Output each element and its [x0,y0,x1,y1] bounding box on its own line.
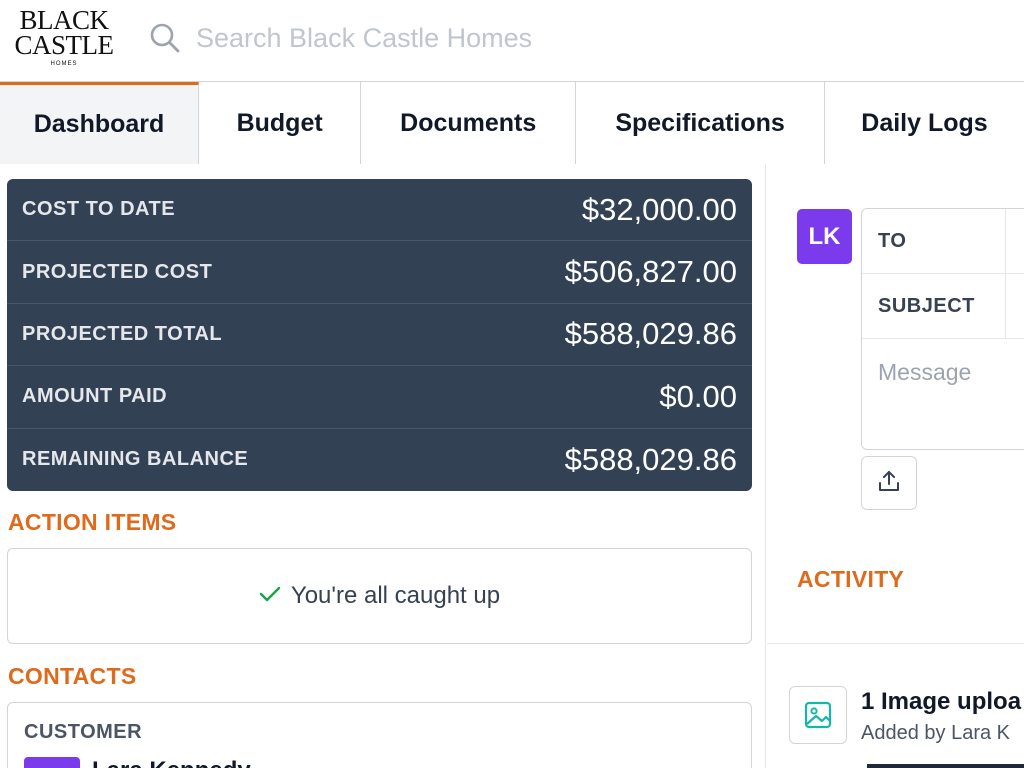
tab-bar: Dashboard Budget Documents Specification… [0,82,1024,164]
tab-dashboard[interactable]: Dashboard [0,82,200,164]
summary-row-cost-to-date: COST TO DATE $32,000.00 [7,179,752,242]
summary-value: $32,000.00 [581,191,737,227]
dashboard-main: COST TO DATE $32,000.00 PROJECTED COST $… [0,164,766,768]
financial-summary: COST TO DATE $32,000.00 PROJECTED COST $… [7,179,752,491]
summary-row-amount-paid: AMOUNT PAID $0.00 [7,366,752,429]
summary-label: PROJECTED TOTAL [22,322,223,345]
field-divider [1005,209,1006,274]
summary-value: $588,029.86 [564,316,737,352]
contact-avatar [24,757,80,768]
activity-item-subtitle: Added by Lara K [861,722,1010,744]
contacts-box: CUSTOMER Lara Kennedy [7,702,752,768]
message-activity-panel: LK TO SUBJECT Message ACTIVITY 1 Image u… [767,164,1024,768]
avatar: LK [797,209,852,264]
action-items-title: ACTION ITEMS [8,509,177,535]
search-icon[interactable] [148,21,182,55]
to-field[interactable]: TO [862,209,1024,274]
message-form: TO SUBJECT Message [861,208,1024,450]
logo-line-2: CASTLE [14,30,114,60]
summary-row-remaining-balance: REMAINING BALANCE $588,029.86 [7,429,752,491]
upload-button[interactable] [861,456,917,510]
summary-label: REMAINING BALANCE [22,448,249,471]
checkmark-icon [259,585,281,608]
activity-title: ACTIVITY [797,566,905,592]
logo-line-1: BLACK [19,5,109,35]
tab-daily-logs[interactable]: Daily Logs [824,82,1024,164]
contact-name[interactable]: Lara Kennedy [92,757,251,768]
activity-item-title[interactable]: 1 Image uploa [861,688,1022,715]
upload-icon [877,469,901,498]
black-castle-logo[interactable]: BLACK CASTLE HOMES [6,5,122,68]
contact-role-label: CUSTOMER [24,721,143,743]
image-icon [789,686,847,744]
message-textarea[interactable]: Message [878,359,972,385]
tab-specifications[interactable]: Specifications [576,82,825,164]
summary-value: $588,029.86 [564,441,737,477]
summary-label: PROJECTED COST [22,260,213,283]
summary-row-projected-cost: PROJECTED COST $506,827.00 [7,241,752,304]
summary-value: $0.00 [659,378,737,414]
subject-label: SUBJECT [878,294,975,317]
summary-label: AMOUNT PAID [22,385,168,408]
contacts-title: CONTACTS [8,663,137,689]
to-label: TO [878,229,907,252]
search-input[interactable] [196,22,736,54]
subject-field[interactable]: SUBJECT [862,274,1024,339]
caught-up-message: You're all caught up [290,582,501,609]
field-divider [1005,274,1006,339]
tab-documents[interactable]: Documents [361,82,577,164]
action-items-box: You're all caught up [7,548,752,644]
activity-image-preview [867,764,1024,768]
logo-line-3: HOMES [50,61,78,67]
summary-row-projected-total: PROJECTED TOTAL $588,029.86 [7,304,752,367]
search-bar [148,18,748,58]
activity-divider [767,643,1024,644]
summary-value: $506,827.00 [564,254,737,290]
summary-label: COST TO DATE [22,198,176,221]
tab-budget[interactable]: Budget [199,82,362,164]
app-header: BLACK CASTLE HOMES [0,0,1024,82]
